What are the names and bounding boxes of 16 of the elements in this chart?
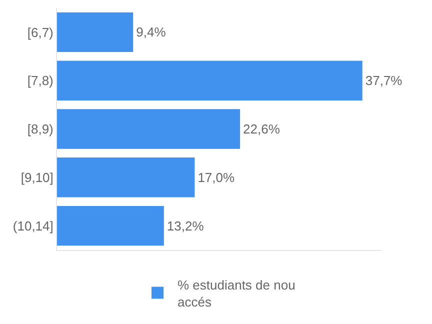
bar (57, 158, 195, 198)
bar (57, 60, 362, 100)
data-label: 13,2% (166, 218, 204, 234)
data-label: 17,0% (198, 170, 235, 185)
bar (57, 12, 134, 52)
y-tick-label: [8,9) (27, 122, 54, 137)
data-label: 37,7% (365, 73, 403, 88)
y-tick-label: [7,8) (27, 73, 54, 88)
data-label: 9,4% (136, 24, 166, 40)
bar (57, 109, 240, 149)
data-label: 22,6% (243, 122, 280, 136)
y-tick-label: [9,10] (20, 170, 54, 185)
y-tick-label: (10,14] (12, 218, 54, 234)
legend-label: % estudiants de nou accés (178, 277, 296, 310)
bar (57, 206, 164, 246)
y-tick-label: [6,7) (27, 24, 54, 40)
